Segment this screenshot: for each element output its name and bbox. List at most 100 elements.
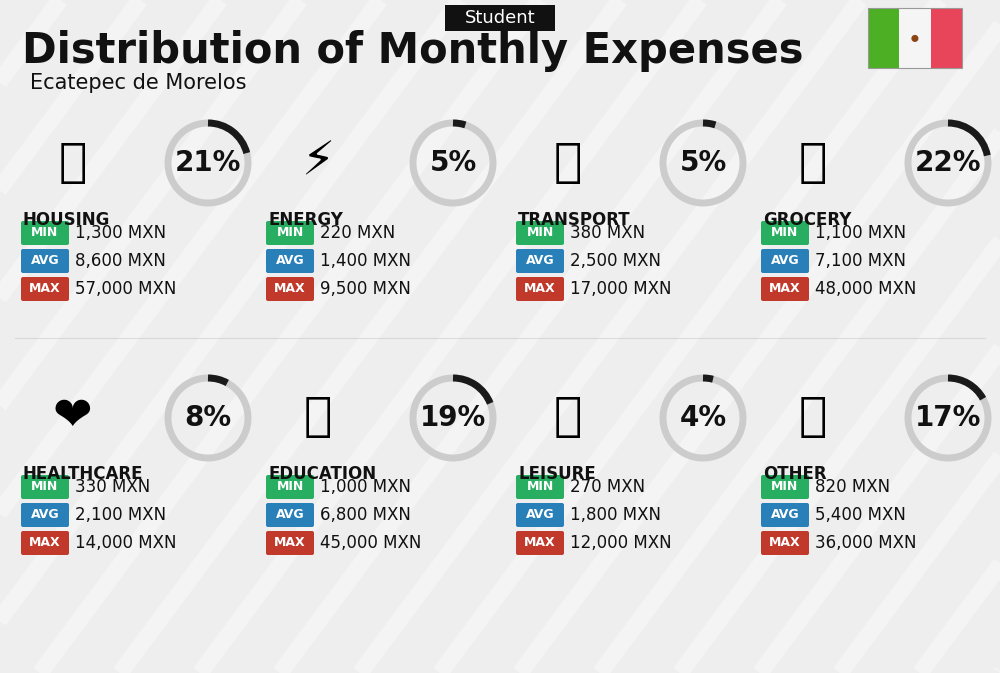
Text: MAX: MAX — [524, 283, 556, 295]
Text: 36,000 MXN: 36,000 MXN — [815, 534, 916, 552]
Text: 5,400 MXN: 5,400 MXN — [815, 506, 906, 524]
Text: MAX: MAX — [769, 536, 801, 549]
Text: TRANSPORT: TRANSPORT — [518, 211, 631, 229]
Text: 🛒: 🛒 — [799, 141, 827, 186]
Text: MAX: MAX — [29, 536, 61, 549]
FancyBboxPatch shape — [21, 475, 69, 499]
FancyBboxPatch shape — [516, 475, 564, 499]
Text: 1,300 MXN: 1,300 MXN — [75, 224, 166, 242]
Text: OTHER: OTHER — [763, 465, 827, 483]
Text: 1,100 MXN: 1,100 MXN — [815, 224, 906, 242]
Text: 270 MXN: 270 MXN — [570, 478, 645, 496]
Text: 1,800 MXN: 1,800 MXN — [570, 506, 661, 524]
Text: 2,100 MXN: 2,100 MXN — [75, 506, 166, 524]
Text: MAX: MAX — [274, 283, 306, 295]
Text: 220 MXN: 220 MXN — [320, 224, 395, 242]
Text: 17%: 17% — [915, 404, 981, 432]
FancyBboxPatch shape — [266, 475, 314, 499]
FancyBboxPatch shape — [21, 531, 69, 555]
Text: ⬤: ⬤ — [911, 34, 919, 42]
Text: 5%: 5% — [679, 149, 727, 177]
Text: 6,800 MXN: 6,800 MXN — [320, 506, 411, 524]
Text: AVG: AVG — [31, 254, 59, 267]
Text: AVG: AVG — [526, 254, 554, 267]
Text: 5%: 5% — [429, 149, 477, 177]
FancyBboxPatch shape — [266, 503, 314, 527]
Text: ❤️: ❤️ — [53, 396, 93, 441]
Text: 1,400 MXN: 1,400 MXN — [320, 252, 411, 270]
FancyBboxPatch shape — [21, 277, 69, 301]
Text: MAX: MAX — [29, 283, 61, 295]
Text: HEALTHCARE: HEALTHCARE — [23, 465, 144, 483]
Text: MIN: MIN — [31, 227, 59, 240]
FancyBboxPatch shape — [868, 8, 899, 68]
Text: 380 MXN: 380 MXN — [570, 224, 645, 242]
FancyBboxPatch shape — [761, 503, 809, 527]
Text: 👜: 👜 — [799, 396, 827, 441]
Text: 22%: 22% — [915, 149, 981, 177]
Text: GROCERY: GROCERY — [763, 211, 851, 229]
FancyBboxPatch shape — [266, 249, 314, 273]
Text: 820 MXN: 820 MXN — [815, 478, 890, 496]
Text: 48,000 MXN: 48,000 MXN — [815, 280, 916, 298]
Text: AVG: AVG — [276, 509, 304, 522]
Text: 8%: 8% — [184, 404, 232, 432]
Text: 7,100 MXN: 7,100 MXN — [815, 252, 906, 270]
FancyBboxPatch shape — [761, 221, 809, 245]
Text: 2,500 MXN: 2,500 MXN — [570, 252, 661, 270]
FancyBboxPatch shape — [266, 221, 314, 245]
Text: 🚌: 🚌 — [554, 141, 582, 186]
Text: AVG: AVG — [771, 254, 799, 267]
Text: 1,000 MXN: 1,000 MXN — [320, 478, 411, 496]
FancyBboxPatch shape — [266, 277, 314, 301]
Text: LEISURE: LEISURE — [518, 465, 596, 483]
Text: 14,000 MXN: 14,000 MXN — [75, 534, 176, 552]
Text: MIN: MIN — [771, 227, 799, 240]
Text: ENERGY: ENERGY — [268, 211, 343, 229]
Text: 45,000 MXN: 45,000 MXN — [320, 534, 421, 552]
Text: 🏢: 🏢 — [59, 141, 87, 186]
FancyBboxPatch shape — [21, 503, 69, 527]
Text: 9,500 MXN: 9,500 MXN — [320, 280, 411, 298]
FancyBboxPatch shape — [266, 531, 314, 555]
Text: ⚡: ⚡ — [301, 141, 335, 186]
FancyBboxPatch shape — [761, 277, 809, 301]
Text: MIN: MIN — [276, 481, 304, 493]
Text: 8,600 MXN: 8,600 MXN — [75, 252, 166, 270]
Text: 🛍️: 🛍️ — [554, 396, 582, 441]
Text: MAX: MAX — [274, 536, 306, 549]
FancyBboxPatch shape — [21, 249, 69, 273]
FancyBboxPatch shape — [761, 475, 809, 499]
Text: Student: Student — [465, 9, 535, 27]
Text: MIN: MIN — [771, 481, 799, 493]
Text: 21%: 21% — [175, 149, 241, 177]
FancyBboxPatch shape — [445, 5, 555, 31]
Text: AVG: AVG — [31, 509, 59, 522]
FancyBboxPatch shape — [21, 221, 69, 245]
Text: 12,000 MXN: 12,000 MXN — [570, 534, 672, 552]
Text: EDUCATION: EDUCATION — [268, 465, 376, 483]
Text: MAX: MAX — [524, 536, 556, 549]
FancyBboxPatch shape — [931, 8, 962, 68]
Text: AVG: AVG — [771, 509, 799, 522]
FancyBboxPatch shape — [516, 221, 564, 245]
Text: 🎓: 🎓 — [304, 396, 332, 441]
FancyBboxPatch shape — [761, 249, 809, 273]
Text: 330 MXN: 330 MXN — [75, 478, 150, 496]
Text: HOUSING: HOUSING — [23, 211, 110, 229]
Text: MIN: MIN — [31, 481, 59, 493]
FancyBboxPatch shape — [516, 249, 564, 273]
Text: 57,000 MXN: 57,000 MXN — [75, 280, 176, 298]
Text: Ecatepec de Morelos: Ecatepec de Morelos — [30, 73, 246, 93]
FancyBboxPatch shape — [761, 531, 809, 555]
FancyBboxPatch shape — [516, 531, 564, 555]
FancyBboxPatch shape — [899, 8, 931, 68]
Text: MIN: MIN — [526, 481, 554, 493]
FancyBboxPatch shape — [516, 503, 564, 527]
Text: MAX: MAX — [769, 283, 801, 295]
Text: 19%: 19% — [420, 404, 486, 432]
Text: Distribution of Monthly Expenses: Distribution of Monthly Expenses — [22, 30, 804, 72]
Text: 4%: 4% — [679, 404, 727, 432]
Text: MIN: MIN — [276, 227, 304, 240]
Text: MIN: MIN — [526, 227, 554, 240]
